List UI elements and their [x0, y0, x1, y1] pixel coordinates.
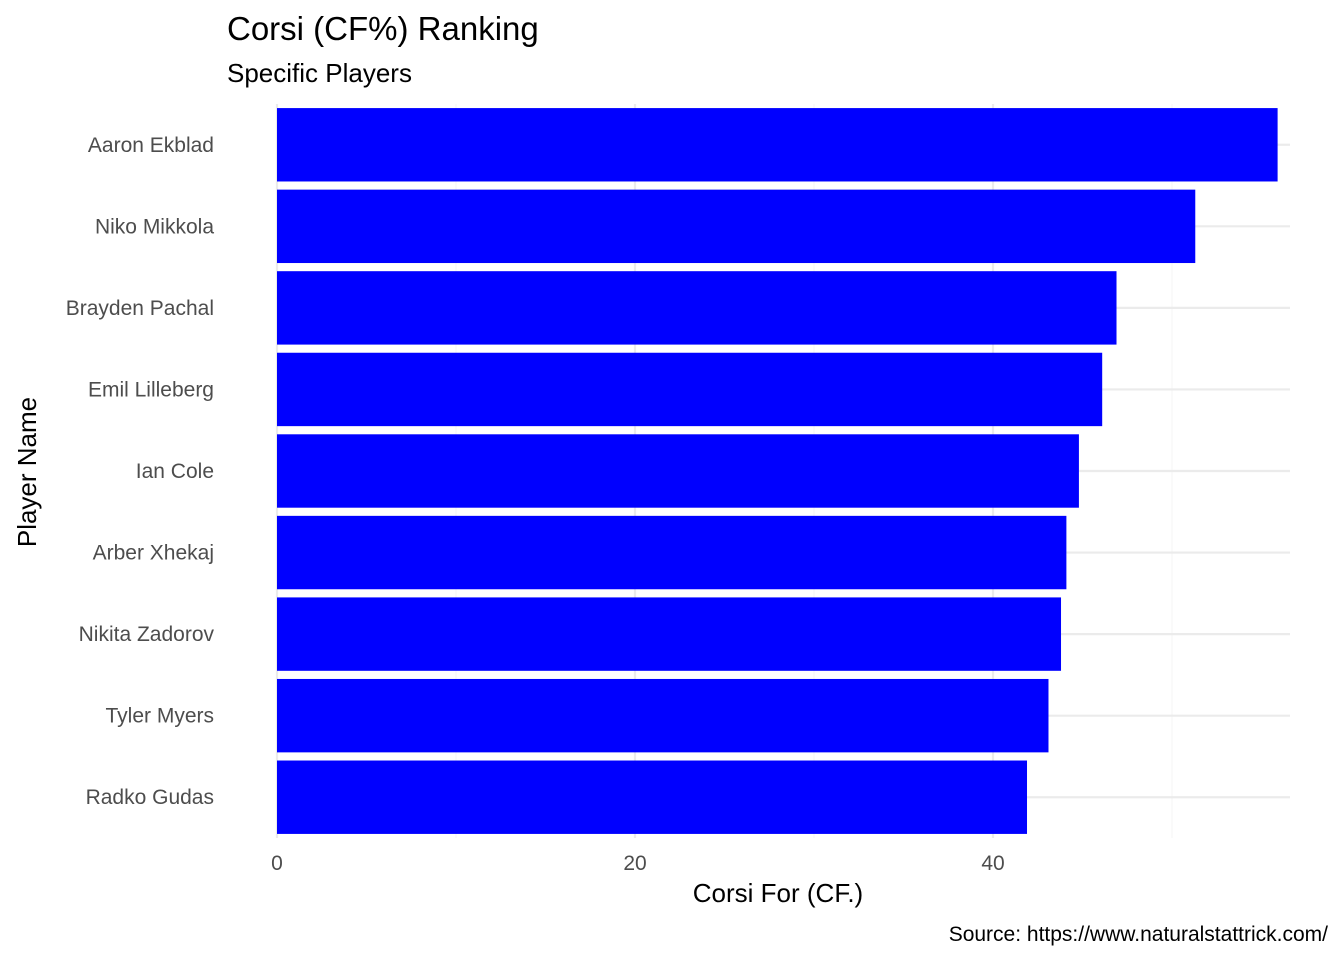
y-axis-title: Player Name: [12, 397, 42, 547]
y-tick-label: Arber Xhekaj: [93, 542, 214, 565]
x-tick-labels: 0 20 40: [271, 852, 1005, 875]
bar: [277, 271, 1117, 345]
bar: [277, 515, 1067, 590]
x-tick-label: 40: [981, 852, 1004, 875]
x-tick-label: 0: [271, 852, 283, 875]
source-caption: Source: https://www.naturalstattrick.com…: [949, 923, 1328, 946]
y-tick-label: Aaron Ekblad: [88, 134, 214, 157]
bar: [277, 678, 1049, 753]
y-tick-label: Tyler Myers: [105, 705, 214, 728]
y-tick-labels: Aaron Ekblad Niko Mikkola Brayden Pachal Em…: [66, 134, 215, 809]
y-tick-label: Nikita Zadorov: [79, 623, 215, 646]
y-tick-label: Niko Mikkola: [95, 215, 214, 238]
y-tick-label: Emil Lilleberg: [88, 378, 214, 401]
x-tick-label: 20: [623, 852, 646, 875]
bar: [277, 108, 1278, 182]
y-tick-label: Radko Gudas: [86, 786, 214, 809]
bar: [277, 597, 1062, 671]
bar: [277, 434, 1079, 508]
y-tick-label: Brayden Pachal: [66, 297, 214, 320]
bar: [277, 189, 1196, 264]
bar: [277, 760, 1028, 834]
x-axis-title: Corsi For (CF.): [693, 878, 863, 908]
chart-title: Corsi (CF%) Ranking: [227, 10, 539, 47]
chart-subtitle: Specific Players: [227, 58, 412, 88]
y-tick-label: Ian Cole: [136, 460, 214, 483]
bars: [277, 108, 1278, 834]
bar: [277, 352, 1103, 427]
